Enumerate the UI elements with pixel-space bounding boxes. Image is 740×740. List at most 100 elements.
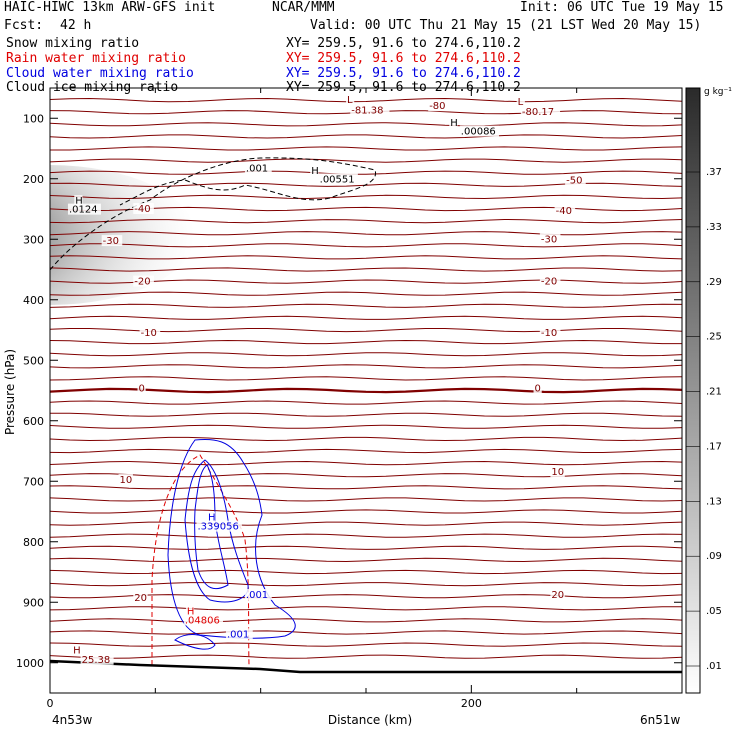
isotherm-line xyxy=(50,339,682,345)
field-label-rain: Rain water mixing ratio xyxy=(6,51,187,66)
temperature-label: -80 xyxy=(429,101,445,112)
cloud-water-label-bg xyxy=(207,511,216,523)
isotherm-line xyxy=(50,460,682,466)
snow-extremum-label: H xyxy=(75,196,83,207)
isotherm-line xyxy=(50,122,682,127)
field-label-cloud-water: Cloud water mixing ratio xyxy=(6,66,194,81)
y-tick-label: 900 xyxy=(23,596,44,609)
center-label: NCAR/MMM xyxy=(272,0,335,15)
plot-area: -80-81.38 -80.17L L-50-40 -40-30 -30-20 -20-1… xyxy=(50,94,682,674)
cloud-water-label-bg xyxy=(196,520,242,532)
temperature-label: 0 xyxy=(138,384,144,395)
right-endpoint-label: 6n51w xyxy=(640,713,681,727)
snow-extremum-label-bg xyxy=(67,203,101,215)
isotherm-line xyxy=(50,630,682,635)
isotherm-line xyxy=(50,412,682,417)
isotherm-line xyxy=(50,291,682,296)
temperature-label: 20 xyxy=(551,590,564,601)
field-xy-cloud-water: XY= 259.5, 91.6 to 274.6,110.2 xyxy=(286,66,521,81)
temperature-label-bg xyxy=(539,327,561,339)
isotherm-line xyxy=(50,158,682,163)
isotherm-line xyxy=(50,642,682,647)
snow-extremum-label-bg xyxy=(459,125,499,137)
isotherm-line xyxy=(50,473,682,478)
contour-labels: -80-81.38 -80.17L L-50-40 -40-30 -30-20 -20-1… xyxy=(67,94,586,666)
y-tick-label: 200 xyxy=(23,173,44,186)
isotherm-line xyxy=(50,97,682,103)
isotherm-line xyxy=(50,218,682,224)
isotherm-line xyxy=(50,497,682,502)
snow-extremum-label: .001 xyxy=(246,163,268,174)
temperature-label-bg xyxy=(80,653,114,665)
y-tick-label: 1000 xyxy=(16,657,44,670)
temperature-label-bg xyxy=(565,174,586,186)
colorbar-tick-label: .09 xyxy=(706,551,722,562)
y-tick-label: 500 xyxy=(23,354,44,367)
temperature-label: 0 xyxy=(535,384,541,395)
snow-extremum-label: H xyxy=(450,118,458,129)
snow-extremum-label-bg xyxy=(449,117,458,129)
colorbar-tick-label: .01 xyxy=(706,661,722,672)
temperature-label-bg xyxy=(133,275,154,287)
isotherm-line xyxy=(50,448,682,454)
temperature-label-bg xyxy=(428,100,449,112)
isotherm-line xyxy=(50,279,682,284)
temperature-label: -81.38 xyxy=(351,105,383,116)
isotherm-line xyxy=(50,231,682,236)
temperature-label: -10 xyxy=(541,328,557,339)
isotherm-line xyxy=(50,170,682,175)
x-tick-label: 0 xyxy=(47,697,54,710)
colorbar-labels: .37 .33 .29 .25 .21 .17 .13 .09 .05 .01 xyxy=(686,167,722,672)
isotherm-line xyxy=(50,255,682,260)
temperature-label: 10 xyxy=(120,475,133,486)
forecast-label: Fcst: xyxy=(4,18,44,33)
cloud-water-label-bg xyxy=(225,628,253,640)
left-endpoint-label: 4n53w xyxy=(52,713,93,727)
snow-extremum-label: .0124 xyxy=(69,205,98,216)
isotherm-line xyxy=(50,267,682,272)
isotherm-line xyxy=(50,485,682,490)
temperature-label: L xyxy=(518,97,524,108)
colorbar-tick-label: .37 xyxy=(706,167,722,178)
temperature-label: -40 xyxy=(134,204,150,215)
y-tick-label: 300 xyxy=(23,233,44,246)
temperature-label: 25.38 xyxy=(82,655,111,666)
y-tick-label: 700 xyxy=(23,475,44,488)
isotherm-line xyxy=(50,134,682,139)
isotherm-line xyxy=(50,194,682,200)
isotherm-line xyxy=(50,352,682,357)
temperature-label-bg xyxy=(139,327,161,339)
x-tick-label: 200 xyxy=(461,697,482,710)
cloud-water-label: .001 xyxy=(246,590,268,601)
model-title: HAIC-HIWC 13km ARW-GFS init xyxy=(4,0,216,15)
colorbar-tick-label: .13 xyxy=(706,496,722,507)
colorbar-tick-label: .05 xyxy=(706,606,722,617)
y-tick-label: 400 xyxy=(23,294,44,307)
isotherm-line xyxy=(50,582,682,587)
snow-extremum-label-bg xyxy=(74,195,83,207)
snow-extremum-label: .00086 xyxy=(461,127,496,138)
isotherm-line xyxy=(50,545,682,550)
temperature-label-bg xyxy=(346,94,355,106)
field-label-snow: Snow mixing ratio xyxy=(6,36,140,51)
temperature-label-bg xyxy=(72,644,81,656)
x-axis-ticks: 0 200 xyxy=(47,88,683,710)
rain-water-label-bg xyxy=(183,614,224,626)
isotherm-line xyxy=(50,315,682,320)
isotherm-line xyxy=(50,509,682,514)
valid-time: Valid: 00 UTC Thu 21 May 15 (21 LST Wed … xyxy=(310,18,702,33)
rain-contour-001 xyxy=(151,454,250,666)
temperature-label-bg xyxy=(101,235,123,247)
snow-extremum-label-bg xyxy=(244,162,272,174)
temperature-label: -50 xyxy=(566,176,582,187)
y-tick-label: 600 xyxy=(23,415,44,428)
cloud-water-label: H xyxy=(208,513,216,524)
cloud-water-label: .001 xyxy=(227,629,249,640)
isotherm-line xyxy=(50,364,682,369)
isotherm-line xyxy=(50,243,682,248)
isotherm-line xyxy=(50,206,682,212)
snow-extremum-label-bg xyxy=(310,164,319,176)
temperature-label: -20 xyxy=(541,277,557,288)
rain-water-label-bg xyxy=(185,605,195,617)
